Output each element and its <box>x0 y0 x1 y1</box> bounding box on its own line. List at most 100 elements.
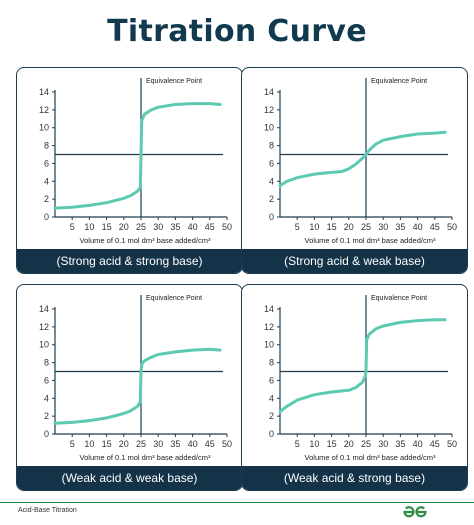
y-tick-label: 0 <box>44 429 49 439</box>
equivalence-label: Equivalence Point <box>371 295 427 302</box>
page-title: Titration Curve <box>107 14 367 49</box>
y-tick-label: 10 <box>39 340 49 350</box>
x-tick-label: 5 <box>295 439 300 449</box>
x-tick-label: 35 <box>170 222 180 232</box>
y-tick-label: 8 <box>269 358 274 368</box>
x-tick-label: 20 <box>344 222 354 232</box>
footer-divider <box>0 502 474 503</box>
y-tick-label: 10 <box>264 340 274 350</box>
x-tick-label: 25 <box>136 222 146 232</box>
equivalence-label: Equivalence Point <box>146 78 202 85</box>
chart-caption: (Weak acid & weak base) <box>17 466 242 490</box>
x-tick-label: 30 <box>153 222 163 232</box>
x-tick-label: 40 <box>413 222 423 232</box>
y-tick-label: 8 <box>269 141 274 151</box>
y-tick-label: 12 <box>264 322 274 332</box>
x-tick-label: 10 <box>309 222 319 232</box>
y-tick-label: 0 <box>269 212 274 222</box>
x-tick-label: 50 <box>447 439 457 449</box>
x-tick-label: 5 <box>70 222 75 232</box>
chart-panel-2: 0 2 4 6 8 10 12 14 5 10 15 20 25 30 35 40 45 50 Volume of … <box>241 67 468 274</box>
chart-plot: 0 2 4 6 8 10 12 14 5 10 15 20 25 30 35 40 45 50 Volume of … <box>264 78 457 245</box>
y-tick-label: 14 <box>39 87 49 97</box>
y-tick-label: 14 <box>264 304 274 314</box>
x-tick-label: 40 <box>188 222 198 232</box>
titration-curve <box>53 347 222 425</box>
x-tick-label: 15 <box>327 439 337 449</box>
x-tick-label: 40 <box>413 439 423 449</box>
y-tick-label: 6 <box>269 375 274 385</box>
chart-plot: 0 2 4 6 8 10 12 14 5 10 15 20 25 30 35 40 45 50 Volume of … <box>39 295 232 462</box>
footer-text: Acid-Base Titration <box>18 507 77 514</box>
y-tick-label: 4 <box>44 176 49 186</box>
x-tick-label: 15 <box>327 222 337 232</box>
titration-curve <box>278 130 447 188</box>
y-tick-label: 8 <box>44 358 49 368</box>
y-tick-label: 2 <box>269 411 274 421</box>
x-tick-label: 45 <box>430 222 440 232</box>
x-tick-label: 10 <box>309 439 319 449</box>
chart-plot: 0 2 4 6 8 10 12 14 5 10 15 20 25 30 35 40 45 50 Volume of … <box>264 295 457 462</box>
y-tick-label: 4 <box>269 176 274 186</box>
y-tick-label: 10 <box>264 123 274 133</box>
geeksforgeeks-logo-icon <box>400 504 430 525</box>
x-tick-label: 30 <box>153 439 163 449</box>
x-tick-label: 15 <box>102 222 112 232</box>
x-tick-label: 20 <box>119 439 129 449</box>
y-tick-label: 14 <box>264 87 274 97</box>
chart-caption: (Strong acid & weak base) <box>242 249 467 273</box>
x-axis-label: Volume of 0.1 mol dm³ base added/cm³ <box>80 236 211 245</box>
x-tick-label: 20 <box>119 222 129 232</box>
x-tick-label: 30 <box>378 222 388 232</box>
x-tick-label: 50 <box>222 222 232 232</box>
x-tick-label: 5 <box>70 439 75 449</box>
y-tick-label: 10 <box>39 123 49 133</box>
y-tick-label: 14 <box>39 304 49 314</box>
chart-panel-3: 0 2 4 6 8 10 12 14 5 10 15 20 25 30 35 40 45 50 Volume of … <box>16 284 243 491</box>
y-tick-label: 6 <box>269 158 274 168</box>
y-tick-label: 2 <box>269 194 274 204</box>
y-tick-label: 2 <box>44 411 49 421</box>
y-tick-label: 0 <box>269 429 274 439</box>
y-tick-label: 12 <box>264 105 274 115</box>
y-tick-label: 0 <box>44 212 49 222</box>
equivalence-label: Equivalence Point <box>371 78 427 85</box>
x-tick-label: 10 <box>84 439 94 449</box>
x-tick-label: 35 <box>395 222 405 232</box>
x-tick-label: 20 <box>344 439 354 449</box>
x-tick-label: 45 <box>205 439 215 449</box>
x-tick-label: 25 <box>361 439 371 449</box>
x-tick-label: 25 <box>361 222 371 232</box>
x-tick-label: 50 <box>222 439 232 449</box>
x-tick-label: 15 <box>102 439 112 449</box>
y-tick-label: 12 <box>39 322 49 332</box>
titration-curve <box>278 318 447 414</box>
y-tick-label: 4 <box>269 393 274 403</box>
x-tick-label: 25 <box>136 439 146 449</box>
x-tick-label: 35 <box>170 439 180 449</box>
x-tick-label: 10 <box>84 222 94 232</box>
x-tick-label: 5 <box>295 222 300 232</box>
x-tick-label: 45 <box>205 222 215 232</box>
equivalence-label: Equivalence Point <box>146 295 202 302</box>
x-axis-label: Volume of 0.1 mol dm³ base added/cm³ <box>305 453 436 462</box>
titration-curve <box>53 102 222 210</box>
y-tick-label: 6 <box>44 375 49 385</box>
x-tick-label: 35 <box>395 439 405 449</box>
y-tick-label: 2 <box>44 194 49 204</box>
y-tick-label: 4 <box>44 393 49 403</box>
chart-plot: 0 2 4 6 8 10 12 14 5 10 15 20 25 30 35 40 45 50 Volume of … <box>39 78 232 245</box>
x-axis-label: Volume of 0.1 mol dm³ base added/cm³ <box>80 453 211 462</box>
y-tick-label: 12 <box>39 105 49 115</box>
y-tick-label: 8 <box>44 141 49 151</box>
chart-caption: (Strong acid & strong base) <box>17 249 242 273</box>
chart-panel-4: 0 2 4 6 8 10 12 14 5 10 15 20 25 30 35 40 45 50 Volume of … <box>241 284 468 491</box>
chart-panel-1: 0 2 4 6 8 10 12 14 5 10 15 20 25 30 35 40 45 50 Volume of … <box>16 67 243 274</box>
x-tick-label: 40 <box>188 439 198 449</box>
x-tick-label: 50 <box>447 222 457 232</box>
y-tick-label: 6 <box>44 158 49 168</box>
x-axis-label: Volume of 0.1 mol dm³ base added/cm³ <box>305 236 436 245</box>
x-tick-label: 45 <box>430 439 440 449</box>
chart-caption: (Weak acid & strong base) <box>242 466 467 490</box>
x-tick-label: 30 <box>378 439 388 449</box>
